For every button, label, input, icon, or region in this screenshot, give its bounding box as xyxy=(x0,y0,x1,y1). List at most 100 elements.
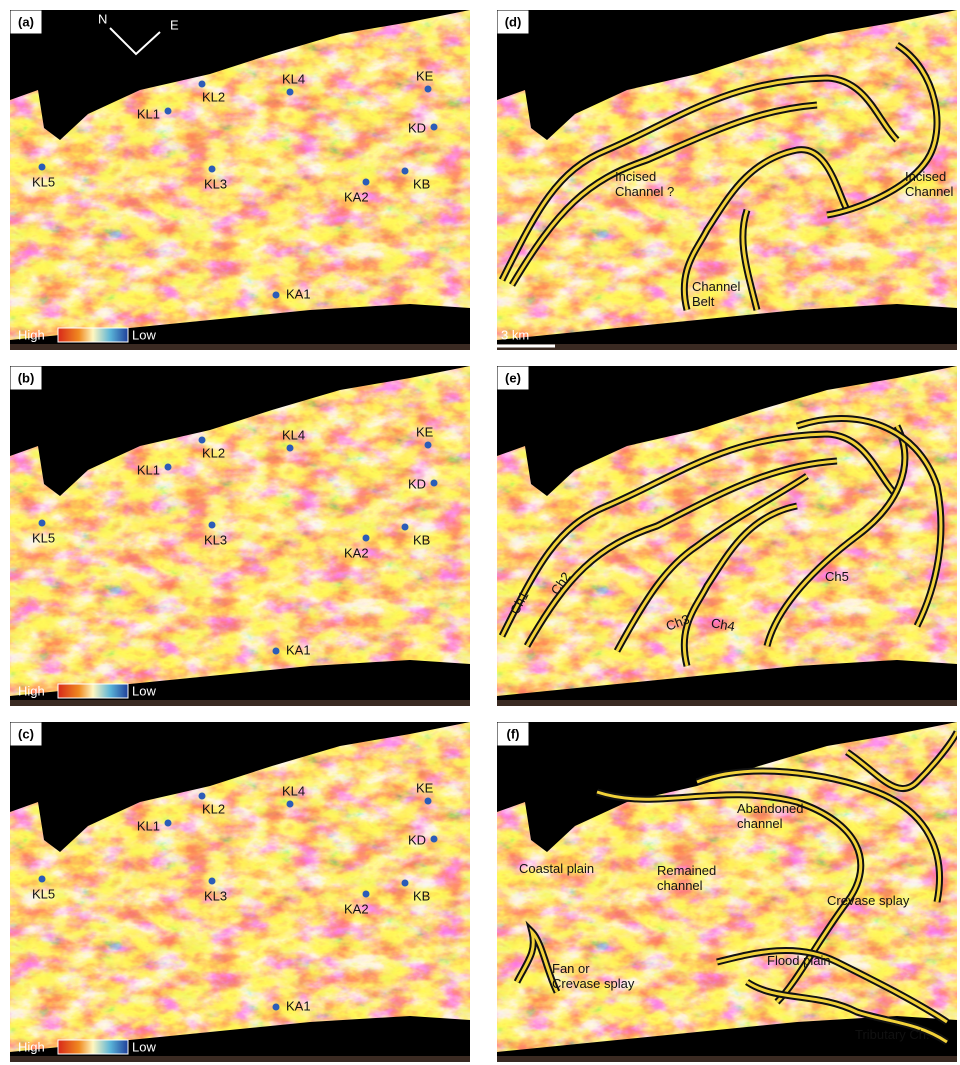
well xyxy=(165,108,172,115)
panel-label: (f) xyxy=(507,726,520,741)
well xyxy=(199,81,206,88)
well-label: KE xyxy=(416,780,434,795)
well xyxy=(199,793,206,800)
well-label: KL1 xyxy=(137,106,160,121)
annotation-line: Incised xyxy=(615,169,656,184)
well xyxy=(425,798,432,805)
annotation-line: Belt xyxy=(692,294,715,309)
annotation: Crevase splay xyxy=(827,893,910,908)
scale-label: 3 km xyxy=(501,327,529,342)
well xyxy=(402,880,409,887)
well xyxy=(39,520,46,527)
well-label: KL2 xyxy=(202,801,225,816)
well-label: KL2 xyxy=(202,89,225,104)
panel-label: (c) xyxy=(18,726,34,741)
well xyxy=(165,820,172,827)
well-label: KL1 xyxy=(137,818,160,833)
legend-high: High xyxy=(18,683,45,698)
annotation: Ch5 xyxy=(825,569,849,584)
figure: (a)NEKL1KL2KL3KL4KL5KA1KA2KBKDKEHighLow(… xyxy=(0,0,960,1065)
well xyxy=(402,524,409,531)
well xyxy=(425,442,432,449)
well xyxy=(287,89,294,96)
well-label: KA2 xyxy=(344,901,369,916)
well xyxy=(273,648,280,655)
bottom-strip xyxy=(497,700,957,706)
annotation-line: channel xyxy=(737,816,783,831)
panel-label: (b) xyxy=(18,370,35,385)
well-label: KA1 xyxy=(286,998,311,1013)
annotation: Flood plain xyxy=(767,953,831,968)
well xyxy=(39,876,46,883)
well xyxy=(287,801,294,808)
well xyxy=(273,292,280,299)
annotation-line: Incised xyxy=(905,169,946,184)
well xyxy=(431,836,438,843)
well-label: KL5 xyxy=(32,530,55,545)
annotation-line: Channel xyxy=(692,279,741,294)
well xyxy=(199,437,206,444)
well xyxy=(273,1004,280,1011)
legend-bar xyxy=(58,328,128,342)
well xyxy=(39,164,46,171)
annotation-line: Crevase splay xyxy=(827,893,910,908)
legend-low: Low xyxy=(132,683,156,698)
well-label: KA1 xyxy=(286,286,311,301)
well-label: KA2 xyxy=(344,545,369,560)
bottom-strip xyxy=(10,344,470,350)
annotation-line: Ch5 xyxy=(825,569,849,584)
well-label: KL5 xyxy=(32,174,55,189)
well-label: KB xyxy=(413,532,430,547)
annotation-line: Crevase splay xyxy=(552,976,635,991)
well xyxy=(363,535,370,542)
well-label: KL1 xyxy=(137,462,160,477)
well-label: KA2 xyxy=(344,189,369,204)
legend-high: High xyxy=(18,1039,45,1054)
well xyxy=(431,480,438,487)
well xyxy=(209,166,216,173)
annotation-line: Remained xyxy=(657,863,716,878)
annotation-line: Abandoned xyxy=(737,801,804,816)
well xyxy=(287,445,294,452)
well-label: KE xyxy=(416,424,434,439)
bottom-strip xyxy=(497,344,957,350)
compass-e: E xyxy=(170,17,179,32)
well-label: KD xyxy=(408,120,426,135)
well-label: KB xyxy=(413,176,430,191)
annotation-line: Channel ? xyxy=(615,184,674,199)
well-label: KL4 xyxy=(282,427,305,442)
compass-n: N xyxy=(98,11,107,26)
bottom-strip xyxy=(10,1056,470,1062)
well xyxy=(431,124,438,131)
panel-label: (e) xyxy=(505,370,521,385)
annotation-line: Coastal plain xyxy=(519,861,594,876)
well-label: KL3 xyxy=(204,888,227,903)
well xyxy=(425,86,432,93)
well xyxy=(209,522,216,529)
well-label: KA1 xyxy=(286,642,311,657)
well-label: KD xyxy=(408,832,426,847)
well-label: KL5 xyxy=(32,886,55,901)
legend-low: Low xyxy=(132,327,156,342)
well xyxy=(402,168,409,175)
annotation: Coastal plain xyxy=(519,861,594,876)
annotation-line: Tributary Ch. xyxy=(855,1027,930,1042)
well xyxy=(363,891,370,898)
annotation-line: channel xyxy=(657,878,703,893)
well-label: KL4 xyxy=(282,783,305,798)
well-label: KL3 xyxy=(204,532,227,547)
legend-bar xyxy=(58,684,128,698)
legend-low: Low xyxy=(132,1039,156,1054)
annotation-line: Channel xyxy=(905,184,954,199)
annotation-line: Fan or xyxy=(552,961,590,976)
bottom-strip xyxy=(10,700,470,706)
well xyxy=(363,179,370,186)
well-label: KL2 xyxy=(202,445,225,460)
bottom-strip xyxy=(497,1056,957,1062)
